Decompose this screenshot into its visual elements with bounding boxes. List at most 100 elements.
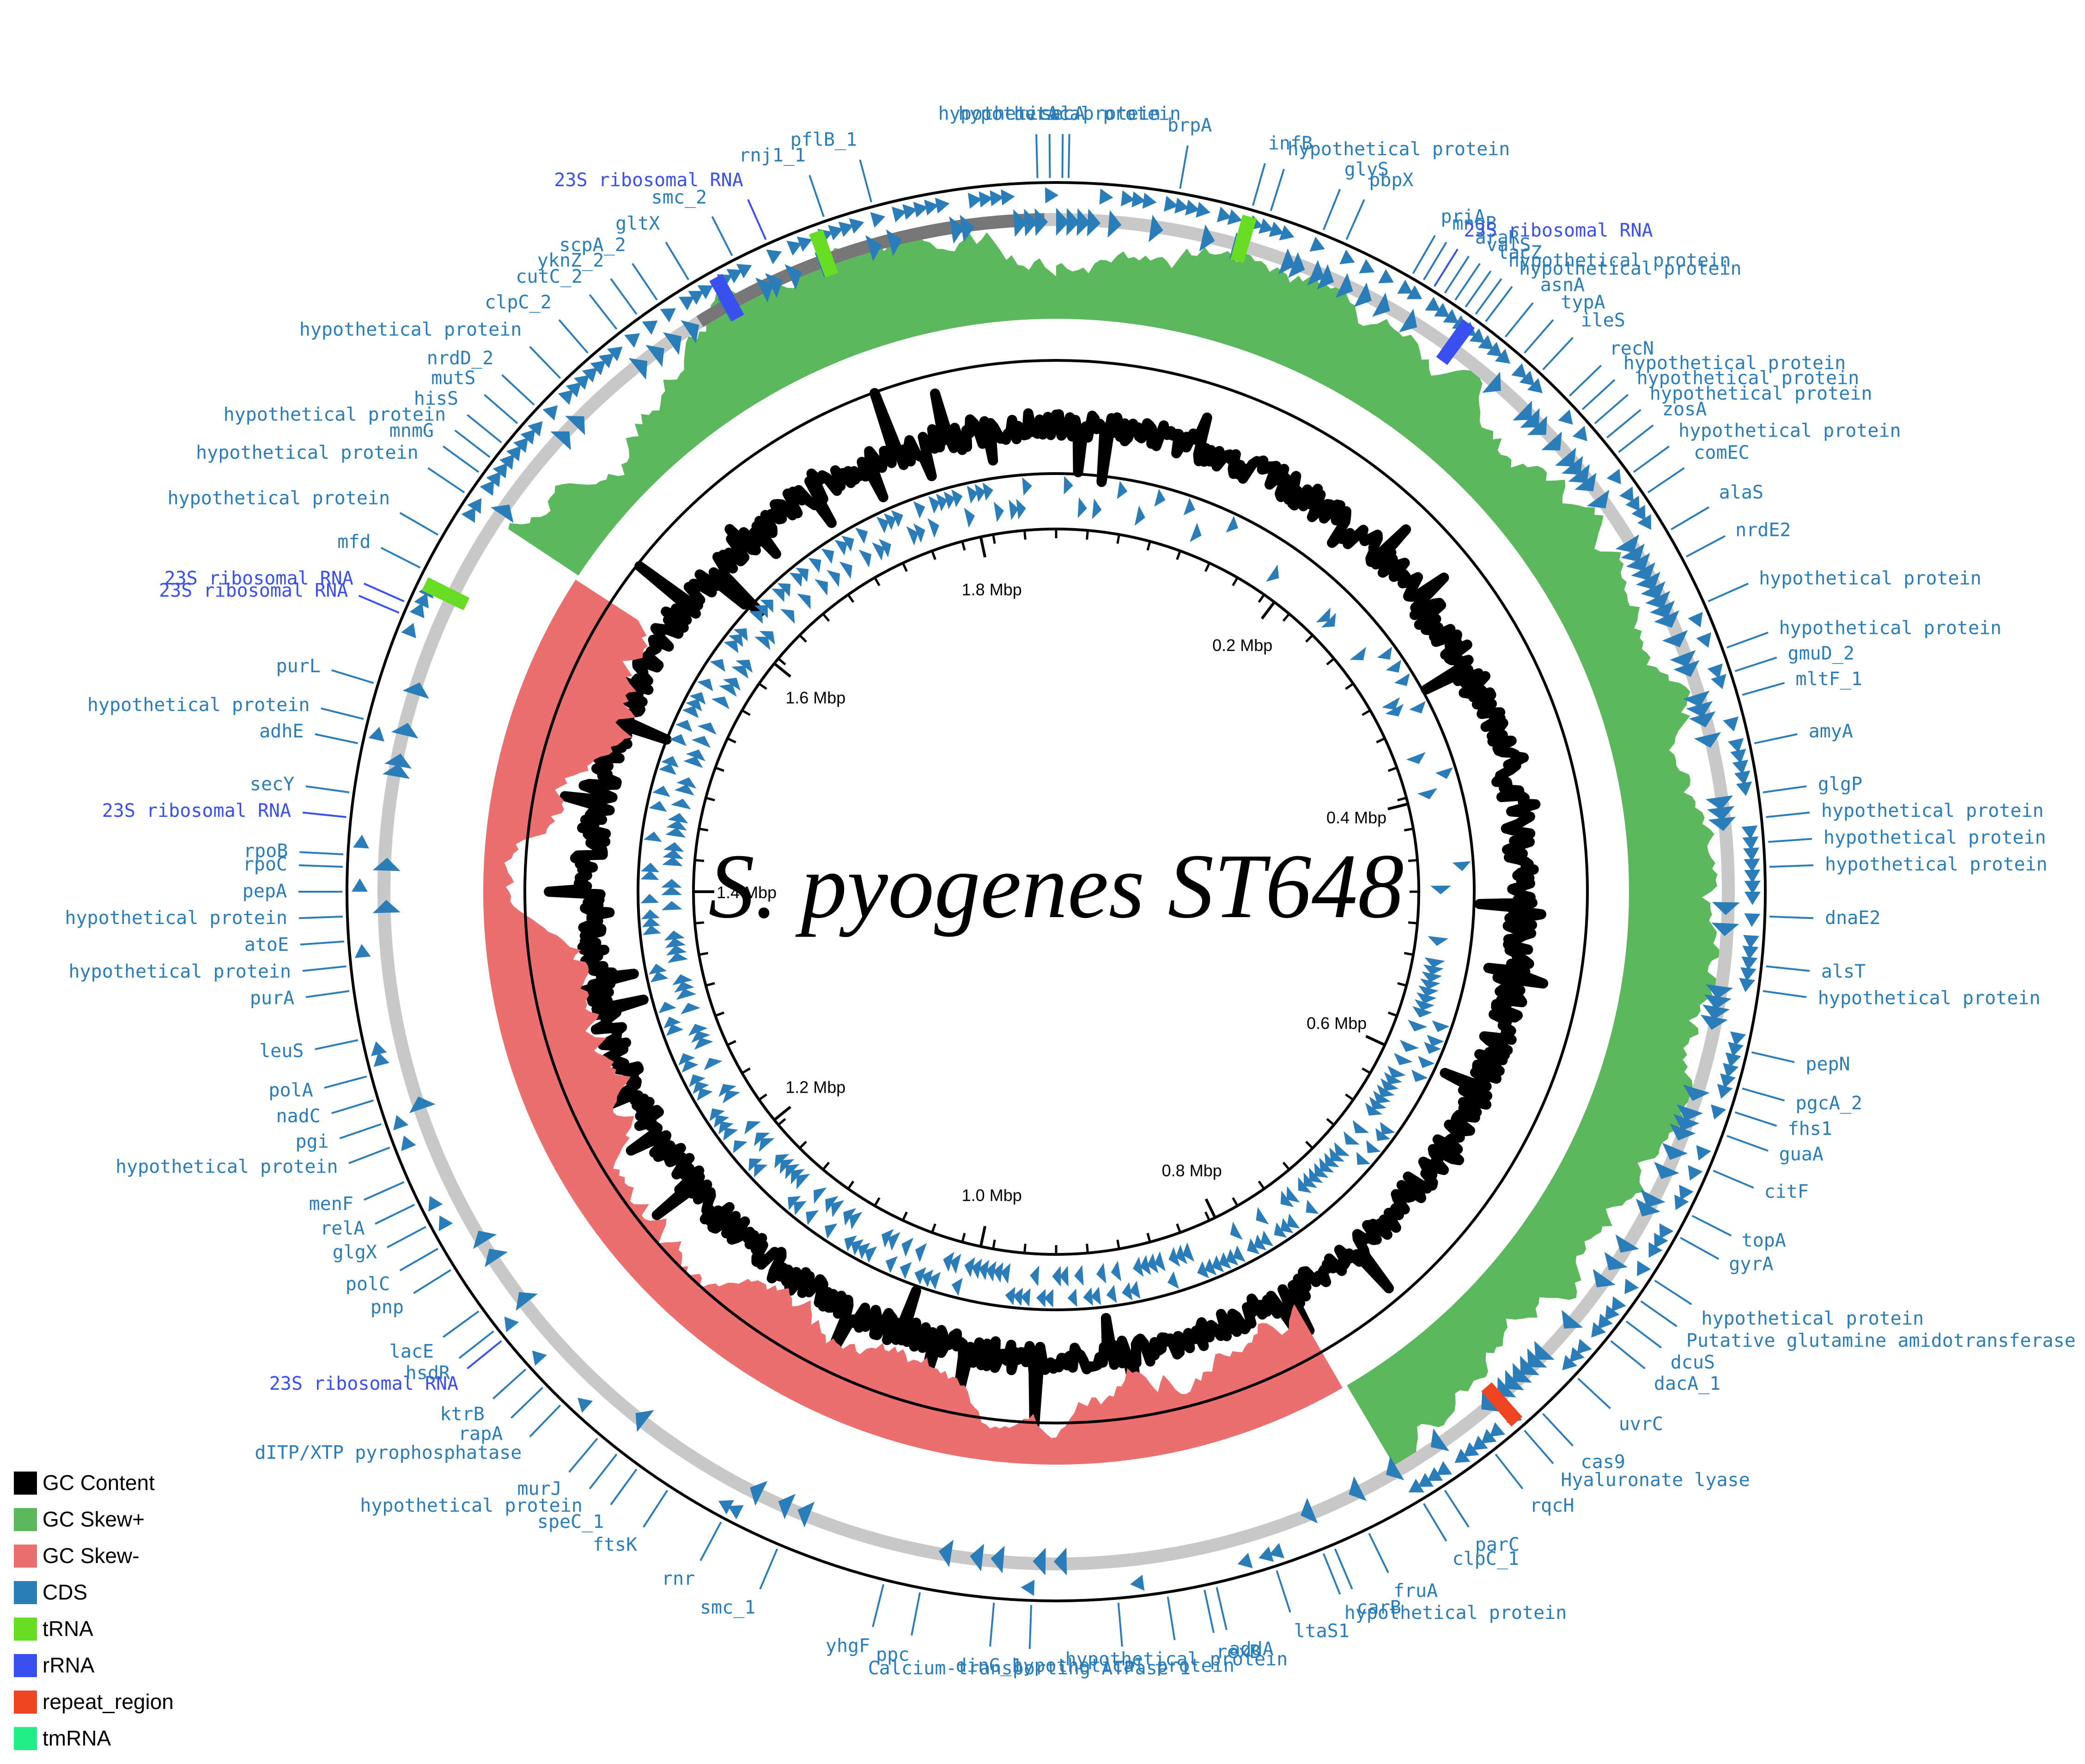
gene-label: carB <box>1357 1597 1401 1618</box>
label-connector <box>1276 1570 1291 1613</box>
cds-feature <box>1519 371 1535 386</box>
gene-label: typA <box>1561 292 1605 313</box>
scale-tick <box>694 921 705 925</box>
cds-feature <box>1287 1213 1300 1229</box>
cds-feature <box>1723 1063 1739 1078</box>
gene-label: hypothetical protein <box>1065 1649 1288 1670</box>
label-connector <box>302 965 346 972</box>
cds-feature <box>368 727 384 742</box>
cds-feature <box>1044 1289 1053 1308</box>
gene-label: hypothetical protein <box>299 319 522 340</box>
cds-feature <box>1211 1255 1224 1272</box>
cds-feature <box>1654 1162 1679 1179</box>
cds-feature <box>1606 468 1621 485</box>
gene-label: mfd <box>337 531 371 553</box>
gene-label: secY <box>250 773 294 795</box>
cds-feature <box>1411 1070 1428 1082</box>
cds-feature <box>689 692 706 705</box>
label-connector <box>1610 1340 1646 1369</box>
label-connector <box>302 811 346 818</box>
cds-feature <box>682 706 699 718</box>
cds-feature <box>915 1243 927 1263</box>
cds-feature <box>1417 788 1438 799</box>
scale-tick <box>699 827 709 832</box>
cds-feature <box>428 1196 443 1212</box>
scale-tick <box>741 1067 751 1074</box>
cds-feature <box>1734 770 1751 785</box>
gene-label: polC <box>346 1274 390 1295</box>
cds-feature <box>688 1024 708 1036</box>
label-connector <box>315 1039 359 1050</box>
cds-feature <box>1615 1234 1639 1253</box>
cds-feature <box>841 535 854 552</box>
cds-feature <box>1378 269 1394 284</box>
cds-feature <box>1478 335 1494 350</box>
scale-tick <box>1388 1011 1398 1017</box>
cds-feature <box>1689 711 1716 728</box>
cds-feature <box>1489 1422 1506 1437</box>
cds-feature <box>520 429 535 445</box>
cds-feature <box>1743 847 1759 862</box>
cds-feature <box>1199 224 1215 252</box>
label-connector <box>1726 1135 1769 1152</box>
cds-feature <box>467 498 482 514</box>
major-tick <box>1365 1035 1386 1046</box>
cds-feature <box>1705 984 1733 999</box>
cds-feature <box>1704 994 1732 1010</box>
cds-feature <box>1001 189 1015 206</box>
gene-label: recN <box>1610 338 1654 359</box>
cds-feature <box>928 496 940 514</box>
cds-feature <box>1196 201 1210 218</box>
cds-feature <box>1385 704 1404 717</box>
label-connector <box>1412 235 1436 274</box>
cds-feature <box>686 749 705 761</box>
cds-feature <box>827 570 840 587</box>
cds-feature <box>652 785 670 797</box>
legend-swatch <box>14 1691 37 1714</box>
cds-feature <box>789 572 802 587</box>
label-connector <box>1334 1548 1353 1590</box>
cds-feature <box>499 454 514 470</box>
label-connector <box>1581 379 1616 410</box>
label-connector <box>808 175 825 217</box>
cds-feature <box>607 347 623 361</box>
cds-feature <box>1679 1185 1694 1200</box>
cds-feature <box>780 609 795 624</box>
cds-feature <box>1637 514 1652 530</box>
gene-label: hypothetical protein <box>1701 1308 1924 1329</box>
label-connector <box>413 1269 451 1294</box>
cds-feature <box>765 273 783 298</box>
label-connector <box>1633 445 1670 473</box>
cds-feature <box>1288 252 1305 278</box>
cds-feature <box>1619 487 1634 502</box>
gene-label: hisS <box>414 388 458 409</box>
gc-content-track <box>544 388 1549 1430</box>
cds-feature <box>577 1398 593 1413</box>
gene-label: hypothetical protein <box>1288 139 1510 160</box>
cds-feature <box>797 593 811 609</box>
backbone-highlight <box>696 213 1045 327</box>
cds-feature <box>1280 1218 1294 1233</box>
cds-feature <box>1349 647 1366 660</box>
cds-feature <box>986 1261 997 1282</box>
gene-label: hypothetical protein <box>1519 258 1742 279</box>
cds-feature <box>1013 1288 1023 1306</box>
major-tick <box>1387 803 1409 810</box>
legend-swatch <box>14 1727 37 1750</box>
cds-feature <box>1605 1305 1620 1321</box>
cds-feature <box>825 1196 839 1213</box>
cds-feature <box>590 360 606 376</box>
gene-label: hypothetical protein <box>360 1495 583 1516</box>
cds-feature <box>1414 999 1435 1011</box>
cds-feature <box>1377 1084 1395 1097</box>
tick-label: 0.2 Mbp <box>1212 636 1272 655</box>
gene-label: 23S ribosomal RNA <box>164 568 353 589</box>
gene-label: pflB_1 <box>790 129 857 151</box>
gene-label: hypothetical protein <box>1759 568 1982 589</box>
label-connector <box>859 159 873 203</box>
cds-feature <box>851 1239 864 1256</box>
gene-label: uvrC <box>1619 1414 1663 1435</box>
scale-tick <box>1376 737 1386 743</box>
label-connector <box>1117 1602 1123 1647</box>
